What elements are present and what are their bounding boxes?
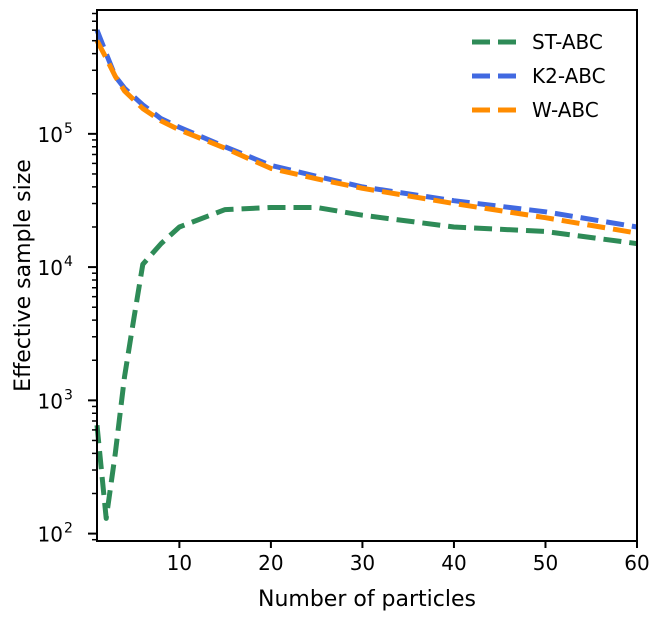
y-tick-label: 10: [38, 389, 63, 413]
x-tick-label: 50: [533, 551, 558, 575]
legend: ST-ABC K2-ABC W-ABC: [472, 30, 606, 122]
series-line-k2-abc: [94, 29, 638, 230]
x-tick-label: 40: [441, 551, 466, 575]
y-tick-exponent: 4: [64, 254, 73, 270]
y-tick-exponent: 3: [64, 387, 73, 403]
x-tick-label: 10: [167, 551, 192, 575]
x-axis-ticks: 10 20 30 40 50 60: [167, 541, 650, 575]
legend-label-w-abc: W-ABC: [532, 98, 599, 122]
x-tick-label: 20: [258, 551, 283, 575]
legend-label-k2-abc: K2-ABC: [532, 64, 606, 88]
y-axis-label: Effective sample size: [11, 159, 36, 392]
x-tick-label: 60: [624, 551, 649, 575]
x-tick-label: 30: [350, 551, 375, 575]
y-tick-label: 10: [38, 256, 63, 280]
series-line-st-abc: [94, 205, 638, 521]
y-tick-label: 10: [38, 123, 63, 147]
legend-label-st-abc: ST-ABC: [532, 30, 603, 54]
x-axis-label: Number of particles: [258, 587, 476, 612]
plot-frame: [96, 9, 638, 542]
series-line-w-abc: [94, 39, 638, 236]
series-layer: [94, 29, 638, 521]
y-tick-exponent: 5: [64, 121, 73, 137]
y-tick-label: 10: [38, 523, 63, 547]
y-tick-exponent: 2: [64, 521, 73, 537]
